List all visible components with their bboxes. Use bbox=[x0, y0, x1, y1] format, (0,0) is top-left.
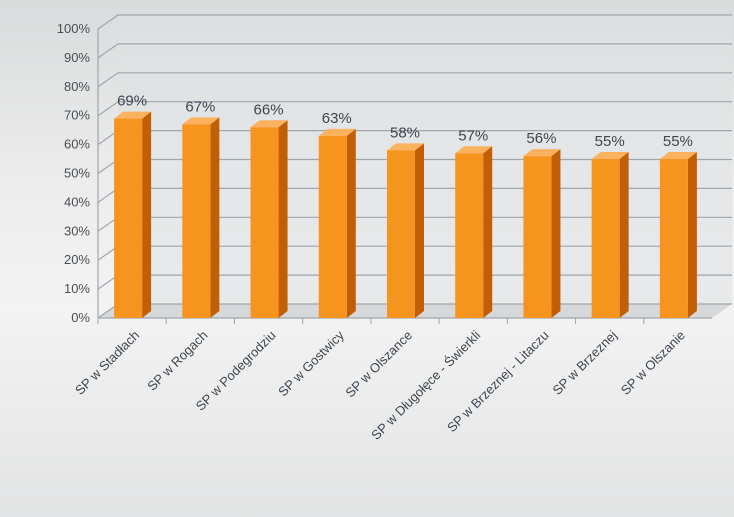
bar-side bbox=[142, 111, 152, 318]
bar-side bbox=[551, 149, 561, 318]
bar-side bbox=[619, 152, 629, 318]
y-tick-label: 100% bbox=[57, 21, 91, 36]
bar bbox=[659, 152, 697, 318]
y-tick-label: 60% bbox=[64, 137, 90, 152]
gridline bbox=[97, 43, 732, 59]
bar-front bbox=[250, 127, 279, 318]
x-category-label: SP w Stadłach bbox=[72, 328, 142, 398]
data-label: 55% bbox=[595, 133, 625, 150]
bar-side bbox=[483, 146, 493, 318]
gridline bbox=[97, 14, 732, 30]
gridline bbox=[97, 72, 732, 88]
y-tick-label: 10% bbox=[64, 281, 90, 296]
bar-side bbox=[415, 143, 424, 318]
data-label: 67% bbox=[185, 98, 215, 115]
x-category-label: SP w Długołęce - Świerkli bbox=[368, 327, 483, 442]
bar-top bbox=[659, 152, 697, 160]
bar-side bbox=[210, 117, 220, 319]
bar-front bbox=[659, 159, 688, 318]
bar-front bbox=[114, 118, 143, 318]
y-tick-label: 70% bbox=[64, 108, 90, 123]
bar-front bbox=[523, 156, 552, 318]
bar-front bbox=[318, 135, 347, 318]
gridline bbox=[97, 101, 732, 117]
bar-side bbox=[346, 128, 356, 318]
x-category-label: SP w Olszanie bbox=[618, 328, 688, 398]
bar-top bbox=[591, 152, 629, 160]
x-category-label: SP w Rogach bbox=[144, 328, 210, 394]
bar-top bbox=[455, 146, 493, 154]
bar-side bbox=[278, 120, 288, 318]
y-tick-label: 20% bbox=[64, 252, 90, 267]
y-tick-label: 50% bbox=[64, 166, 90, 181]
bar bbox=[523, 149, 561, 318]
bar bbox=[250, 120, 288, 318]
bar-top bbox=[114, 111, 152, 119]
y-tick-label: 0% bbox=[71, 310, 90, 325]
bar bbox=[387, 143, 424, 318]
bar bbox=[591, 152, 629, 318]
bar bbox=[455, 146, 493, 318]
data-label: 63% bbox=[322, 110, 352, 127]
bar-front bbox=[182, 124, 211, 319]
data-label: 56% bbox=[526, 130, 556, 147]
bar-front bbox=[591, 159, 620, 318]
bar-top bbox=[250, 120, 288, 128]
bar bbox=[114, 111, 152, 318]
bar-front bbox=[387, 150, 415, 318]
bar bbox=[182, 117, 220, 319]
x-category-label: SP w Gostwicy bbox=[275, 327, 347, 399]
x-category-label: SP w Olszance bbox=[342, 328, 415, 401]
bar-side bbox=[687, 152, 697, 318]
bar-front bbox=[455, 153, 484, 318]
data-label: 69% bbox=[117, 93, 147, 110]
data-label: 57% bbox=[458, 127, 488, 144]
data-label: 66% bbox=[254, 101, 284, 118]
y-tick-label: 40% bbox=[64, 194, 90, 209]
data-label: 55% bbox=[663, 133, 693, 150]
bar-top bbox=[182, 117, 220, 125]
bar-top bbox=[387, 143, 424, 151]
bar-top bbox=[318, 128, 356, 136]
y-tick-label: 30% bbox=[64, 223, 90, 238]
y-tick-label: 80% bbox=[64, 79, 90, 94]
bar bbox=[318, 128, 356, 318]
bar-top bbox=[523, 149, 561, 157]
x-category-label: SP w Brzeznej bbox=[550, 327, 620, 397]
y-tick-label: 90% bbox=[64, 50, 90, 65]
data-label: 58% bbox=[390, 124, 420, 141]
